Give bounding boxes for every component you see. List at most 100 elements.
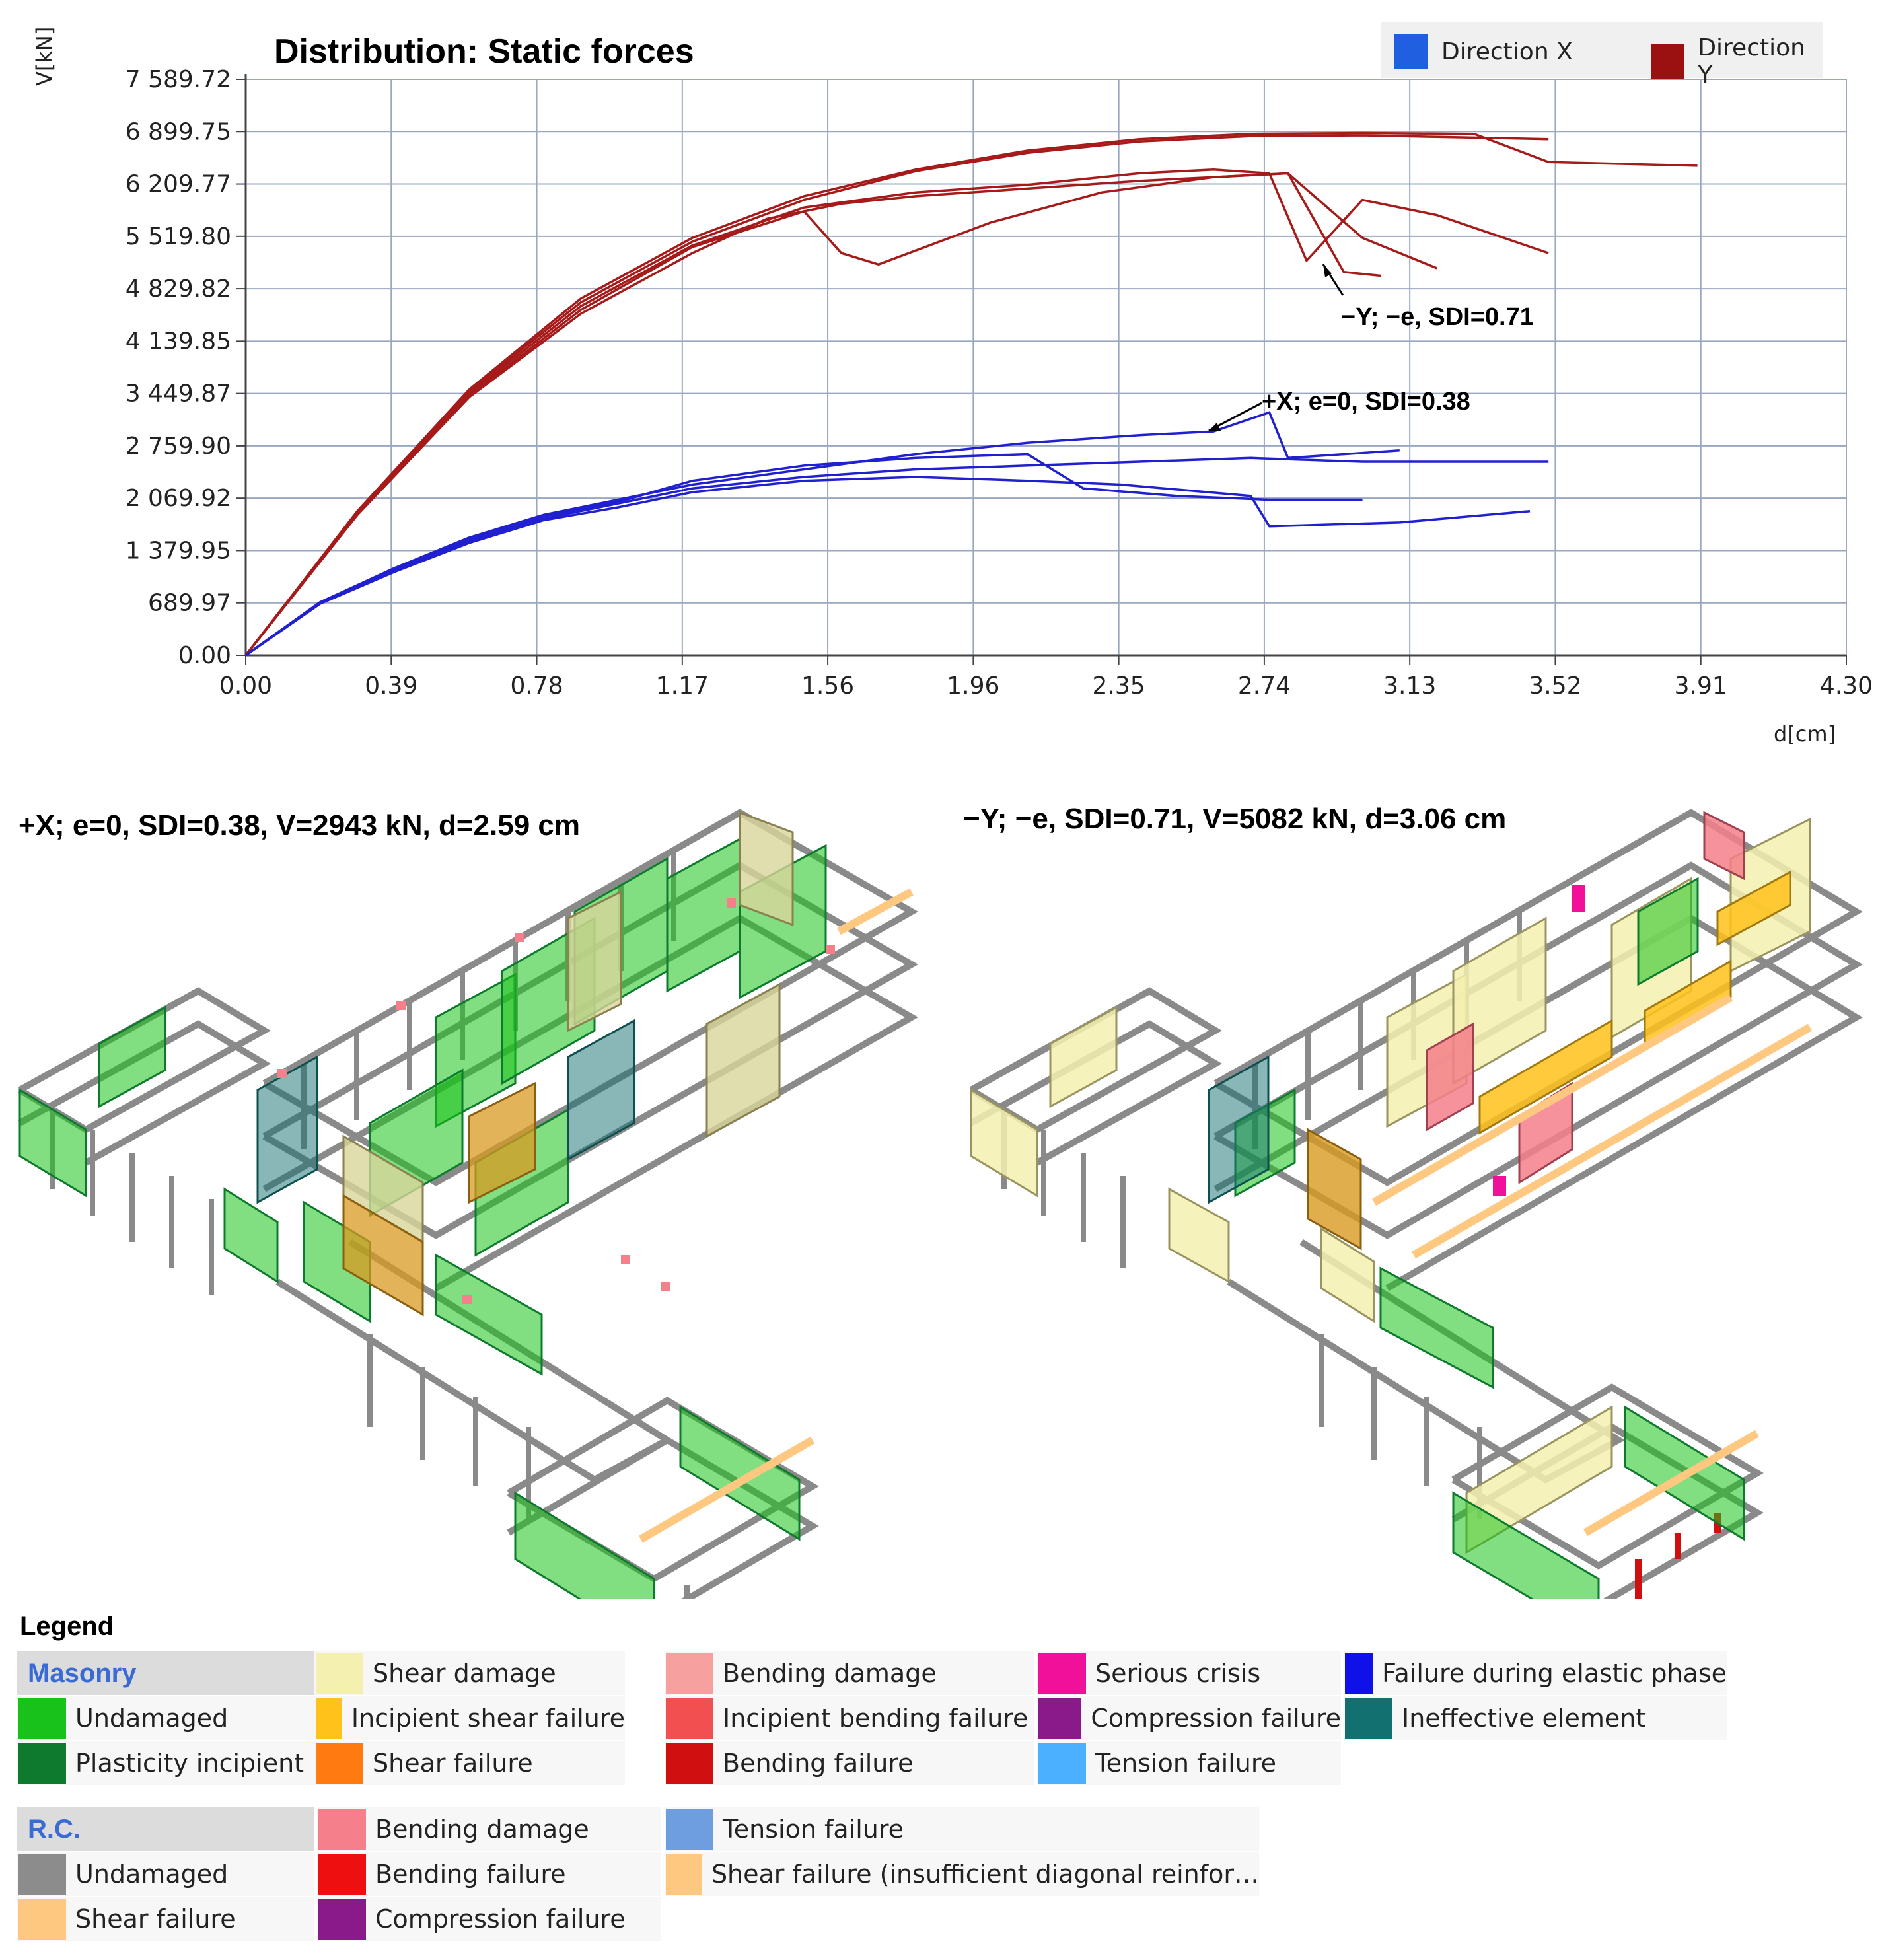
legend-masonry-plasticity: Plasticity incipient [17,1741,314,1786]
legend-label: Undamaged [75,1704,229,1733]
x-axis-label: d[cm] [1774,721,1836,746]
series-line-direction-y-3 [244,172,1381,657]
swatch-icon [666,1743,713,1784]
left-panel-caption: +X; e=0, SDI=0.38, V=2943 kN, d=2.59 cm [18,809,581,842]
legend-label: Ineffective element [1402,1704,1646,1733]
legend-label: Undamaged [75,1860,229,1889]
x-tick-label: 1.17 [656,672,709,700]
legend-masonry-incipient-shear: Incipient shear failure [314,1696,625,1741]
y-tick-label: 0.00 [178,642,231,669]
legend-masonry-bending-failure: Bending failure [665,1741,1034,1786]
y-axis-label: V[kN] [32,27,57,86]
legend-label: Compression failure [1091,1704,1341,1733]
legend-label: Bending damage [723,1659,937,1688]
swatch-icon [318,1809,366,1850]
series-line-direction-x-5 [244,411,1400,657]
legend-label: Serious crisis [1095,1659,1261,1688]
legend-label: Shear failure (insufficient diagonal rei… [711,1860,1259,1889]
legend-label: Direction Y [1698,34,1805,89]
swatch-icon [666,1698,713,1739]
legend-label: Bending damage [375,1815,589,1844]
legend-swatch-y [1651,44,1685,79]
swatch-icon [1345,1698,1392,1739]
swatch-icon [18,1899,66,1940]
swatch-icon [1038,1698,1082,1739]
legend-swatch-x [1394,34,1428,69]
legend-item-direction-y[interactable]: Direction Y [1651,34,1823,89]
y-tick-label: 6 899.75 [126,118,231,145]
x-tick-label: 3.91 [1675,672,1727,700]
series-line-direction-x-6 [244,456,1549,657]
y-tick-label: 689.97 [148,590,231,617]
swatch-icon [1038,1653,1086,1694]
legend-label: Failure during elastic phase [1382,1659,1727,1688]
legend-label: Tension failure [1095,1749,1277,1778]
swatch-icon [666,1653,713,1694]
legend-rc-shear-diagonal: Shear failure (insufficient diagonal rei… [665,1852,1259,1897]
legend-label: Bending failure [375,1860,566,1889]
annotation-arrowhead-y [1323,264,1332,277]
x-tick-label: 1.56 [801,672,854,700]
swatch-icon [666,1809,713,1850]
x-tick-label: 0.00 [219,672,272,700]
legend-masonry-compression-failure: Compression failure [1037,1696,1341,1741]
series-line-direction-y-2 [244,172,1437,657]
legend-rc-undamaged: Undamaged [17,1852,314,1897]
y-tick-label: 6 209.77 [126,171,231,198]
series-line-direction-x-8 [244,453,1363,657]
legend-masonry-elastic-failure: Failure during elastic phase [1344,1651,1727,1696]
x-tick-label: 3.13 [1383,672,1436,700]
legend-item-direction-x[interactable]: Direction X [1394,34,1573,69]
y-tick-label: 2 069.92 [126,485,231,512]
legend-rc-bending-damage: Bending damage [317,1807,661,1852]
swatch-icon [18,1854,66,1895]
y-tick-label: 5 519.80 [126,223,231,250]
x-tick-label: 2.74 [1238,672,1291,700]
x-tick-label: 1.96 [947,672,999,700]
swatch-icon [1038,1743,1086,1784]
series-line-direction-x-7 [245,476,1531,657]
swatch-icon [18,1743,66,1784]
annotation-x-label: +X; e=0, SDI=0.38 [1262,388,1470,416]
x-tick-label: 0.39 [365,672,417,700]
legend-label: Bending failure [723,1749,914,1778]
chart-grid [236,74,1847,665]
x-tick-label: 4.30 [1820,672,1873,700]
right-building-model [969,809,1863,1599]
pushover-chart: 0.00 689.97 1 379.95 2 069.92 2 759.90 3 449.… [32,27,1873,746]
legend-label: Shear failure [75,1905,236,1934]
plot-frame [245,79,1847,656]
y-tick-labels: 0.00 689.97 1 379.95 2 069.92 2 759.90 3 449.… [126,66,231,669]
legend-masonry-serious-crisis: Serious crisis [1037,1651,1341,1696]
annotation-arrowhead-x [1209,423,1221,431]
swatch-icon [318,1854,366,1895]
swatch-icon [316,1698,342,1739]
legend-rc-bending-failure: Bending failure [317,1852,661,1897]
y-tick-label: 1 379.95 [126,537,231,564]
y-tick-label: 4 829.82 [126,275,231,303]
legend-masonry-tension-failure: Tension failure [1037,1741,1341,1786]
series-line-direction-y-0 [244,131,1698,657]
legend-masonry-undamaged: Undamaged [17,1696,314,1741]
legend-label: Plasticity incipient [75,1749,305,1778]
swatch-icon [666,1854,702,1895]
rc-header: R.C. [17,1807,314,1851]
x-tick-label: 0.78 [510,672,563,700]
y-tick-label: 4 139.85 [126,328,231,355]
legend-rc-compression-failure: Compression failure [317,1897,661,1942]
damage-legend-title: Legend [20,1612,114,1641]
legend-label: Incipient bending failure [723,1704,1029,1733]
right-panel-caption: −Y; −e, SDI=0.71, V=5082 kN, d=3.06 cm [963,803,1507,835]
y-tick-label: 7 589.72 [126,66,231,93]
legend-label: Direction X [1441,38,1573,65]
series-line-direction-y-4 [244,168,1549,657]
x-tick-label: 2.35 [1093,672,1145,700]
swatch-icon [18,1698,66,1739]
legend-label: Shear failure [373,1749,533,1778]
swatch-icon [318,1899,366,1940]
series-line-direction-y-1 [244,134,1549,657]
legend-rc-shear-failure: Shear failure [17,1897,314,1942]
legend-masonry-ineffective: Ineffective element [1344,1696,1727,1741]
y-tick-label: 3 449.87 [126,381,231,408]
left-building-model [18,809,919,1599]
